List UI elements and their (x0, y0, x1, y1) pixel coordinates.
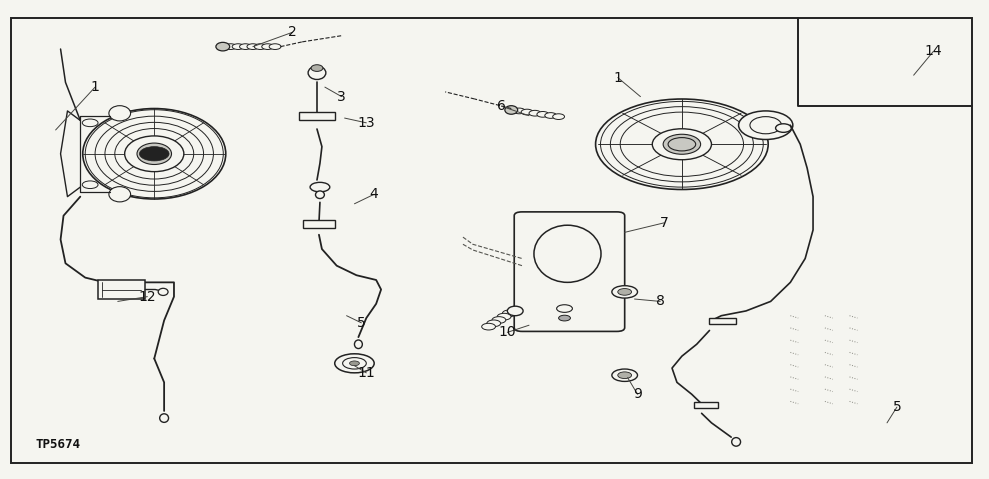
Circle shape (612, 285, 638, 298)
Bar (693, 402, 718, 408)
Circle shape (559, 315, 571, 321)
Circle shape (493, 317, 505, 323)
Text: TP5674: TP5674 (36, 438, 81, 451)
Circle shape (139, 147, 169, 161)
Circle shape (618, 288, 632, 295)
Ellipse shape (83, 109, 225, 199)
Text: 5: 5 (892, 400, 901, 414)
Circle shape (545, 113, 557, 118)
Circle shape (82, 119, 98, 126)
Ellipse shape (109, 187, 131, 202)
Circle shape (502, 310, 516, 317)
Circle shape (334, 354, 374, 373)
Text: 12: 12 (138, 290, 156, 304)
Text: 14: 14 (925, 45, 943, 58)
Text: 1: 1 (91, 80, 100, 94)
Ellipse shape (732, 438, 741, 446)
Circle shape (497, 313, 511, 320)
FancyBboxPatch shape (514, 212, 625, 331)
Text: 13: 13 (357, 116, 375, 130)
Bar (708, 318, 736, 324)
Ellipse shape (354, 340, 362, 349)
Ellipse shape (534, 225, 601, 282)
Circle shape (232, 44, 244, 49)
Ellipse shape (109, 106, 131, 121)
Circle shape (482, 323, 495, 330)
Ellipse shape (504, 106, 517, 114)
Ellipse shape (664, 134, 700, 154)
Circle shape (262, 44, 274, 49)
Ellipse shape (159, 414, 168, 422)
Ellipse shape (595, 99, 768, 190)
Ellipse shape (158, 288, 168, 296)
Circle shape (225, 44, 236, 49)
Text: 5: 5 (357, 316, 366, 330)
Text: 10: 10 (498, 325, 516, 339)
Circle shape (618, 372, 632, 378)
Circle shape (349, 361, 359, 365)
Ellipse shape (137, 143, 171, 164)
Circle shape (537, 112, 549, 117)
Circle shape (513, 108, 525, 114)
Text: 9: 9 (633, 388, 642, 401)
Ellipse shape (312, 65, 322, 71)
Circle shape (254, 44, 266, 49)
Ellipse shape (216, 42, 229, 51)
Circle shape (553, 114, 565, 119)
Ellipse shape (739, 111, 793, 139)
Text: 11: 11 (357, 366, 375, 380)
Circle shape (269, 44, 281, 49)
Text: 7: 7 (660, 216, 669, 230)
Text: 6: 6 (496, 99, 505, 113)
Circle shape (247, 44, 259, 49)
Circle shape (239, 44, 251, 49)
Circle shape (82, 181, 98, 189)
Circle shape (612, 369, 638, 381)
Text: 2: 2 (288, 25, 297, 39)
Bar (304, 220, 334, 228)
Circle shape (342, 358, 366, 369)
Ellipse shape (125, 136, 184, 171)
Bar (300, 112, 334, 120)
Text: 4: 4 (370, 187, 379, 201)
Circle shape (311, 182, 329, 192)
Text: 3: 3 (337, 90, 346, 103)
Circle shape (529, 110, 541, 116)
Ellipse shape (315, 191, 324, 198)
Ellipse shape (750, 116, 781, 134)
Ellipse shape (118, 111, 142, 197)
Ellipse shape (309, 66, 325, 80)
Text: 8: 8 (656, 295, 665, 308)
Ellipse shape (507, 306, 523, 316)
Circle shape (487, 320, 500, 327)
Text: 1: 1 (613, 70, 622, 85)
Circle shape (521, 109, 533, 115)
Bar (98, 280, 145, 299)
Ellipse shape (653, 129, 711, 160)
Ellipse shape (775, 124, 791, 132)
